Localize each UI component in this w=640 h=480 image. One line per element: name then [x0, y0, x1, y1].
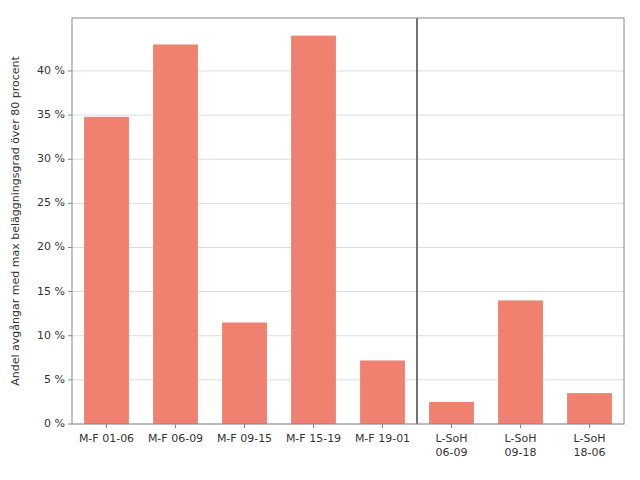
x-tick-label: M-F 15-19 — [286, 432, 341, 445]
y-tick-label: 20 % — [37, 240, 65, 253]
y-tick — [68, 203, 72, 204]
x-axis: M-F 01-06 M-F 06-09 M-F 09-15 M-F 15-19 M-F … — [79, 424, 606, 459]
x-tick — [244, 424, 245, 428]
bar — [291, 36, 336, 424]
x-tick-label: L-SoH06-09 — [436, 432, 468, 459]
bar — [498, 300, 543, 424]
chart-container: 0 % 5 % 10 % 15 % 20 % 25 % 30 % 35 % 40 % M-F 01… — [0, 0, 640, 480]
bars — [84, 36, 612, 424]
y-tick — [68, 424, 72, 425]
x-tick-label: M-F 01-06 — [79, 432, 134, 445]
plot-frame — [72, 18, 624, 424]
bar — [360, 360, 405, 424]
y-tick-label: 40 % — [37, 64, 65, 77]
y-tick — [68, 70, 72, 71]
y-tick-label: 5 % — [44, 373, 65, 386]
group-divider — [416, 18, 418, 424]
x-tick — [451, 424, 452, 428]
y-tick — [68, 159, 72, 160]
y-tick-label: 25 % — [37, 196, 65, 209]
x-tick — [175, 424, 176, 428]
y-tick — [68, 335, 72, 336]
y-tick-label: 30 % — [37, 152, 65, 165]
x-tick — [382, 424, 383, 428]
bar — [429, 402, 474, 424]
x-tick-label: L-SoH09-18 — [505, 432, 537, 459]
bar — [567, 393, 612, 424]
x-tick — [313, 424, 314, 428]
x-tick — [106, 424, 107, 428]
bar — [222, 323, 267, 425]
y-tick-label: 15 % — [37, 285, 65, 298]
y-tick — [68, 379, 72, 380]
y-tick-label: 0 % — [44, 417, 65, 430]
y-tick-label: 35 % — [37, 108, 65, 121]
y-axis: 0 % 5 % 10 % 15 % 20 % 25 % 30 % 35 % 40 % — [37, 64, 72, 430]
bar — [153, 44, 198, 424]
x-tick-label: M-F 06-09 — [148, 432, 203, 445]
y-tick-label: 10 % — [37, 329, 65, 342]
x-tick — [520, 424, 521, 428]
y-tick — [68, 291, 72, 292]
group-dividers — [417, 18, 418, 424]
x-tick-label: M-F 09-15 — [217, 432, 272, 445]
bar — [84, 117, 129, 424]
chart-svg: 0 % 5 % 10 % 15 % 20 % 25 % 30 % 35 % 40 % M-F 01… — [0, 0, 640, 480]
x-tick-label: M-F 19-01 — [355, 432, 410, 445]
y-axis-label: Andel avgångar med max beläggningsgrad ö… — [9, 56, 22, 386]
y-tick — [68, 115, 72, 116]
y-tick — [68, 247, 72, 248]
x-tick — [589, 424, 590, 428]
x-tick-label: L-SoH18-06 — [574, 432, 606, 459]
